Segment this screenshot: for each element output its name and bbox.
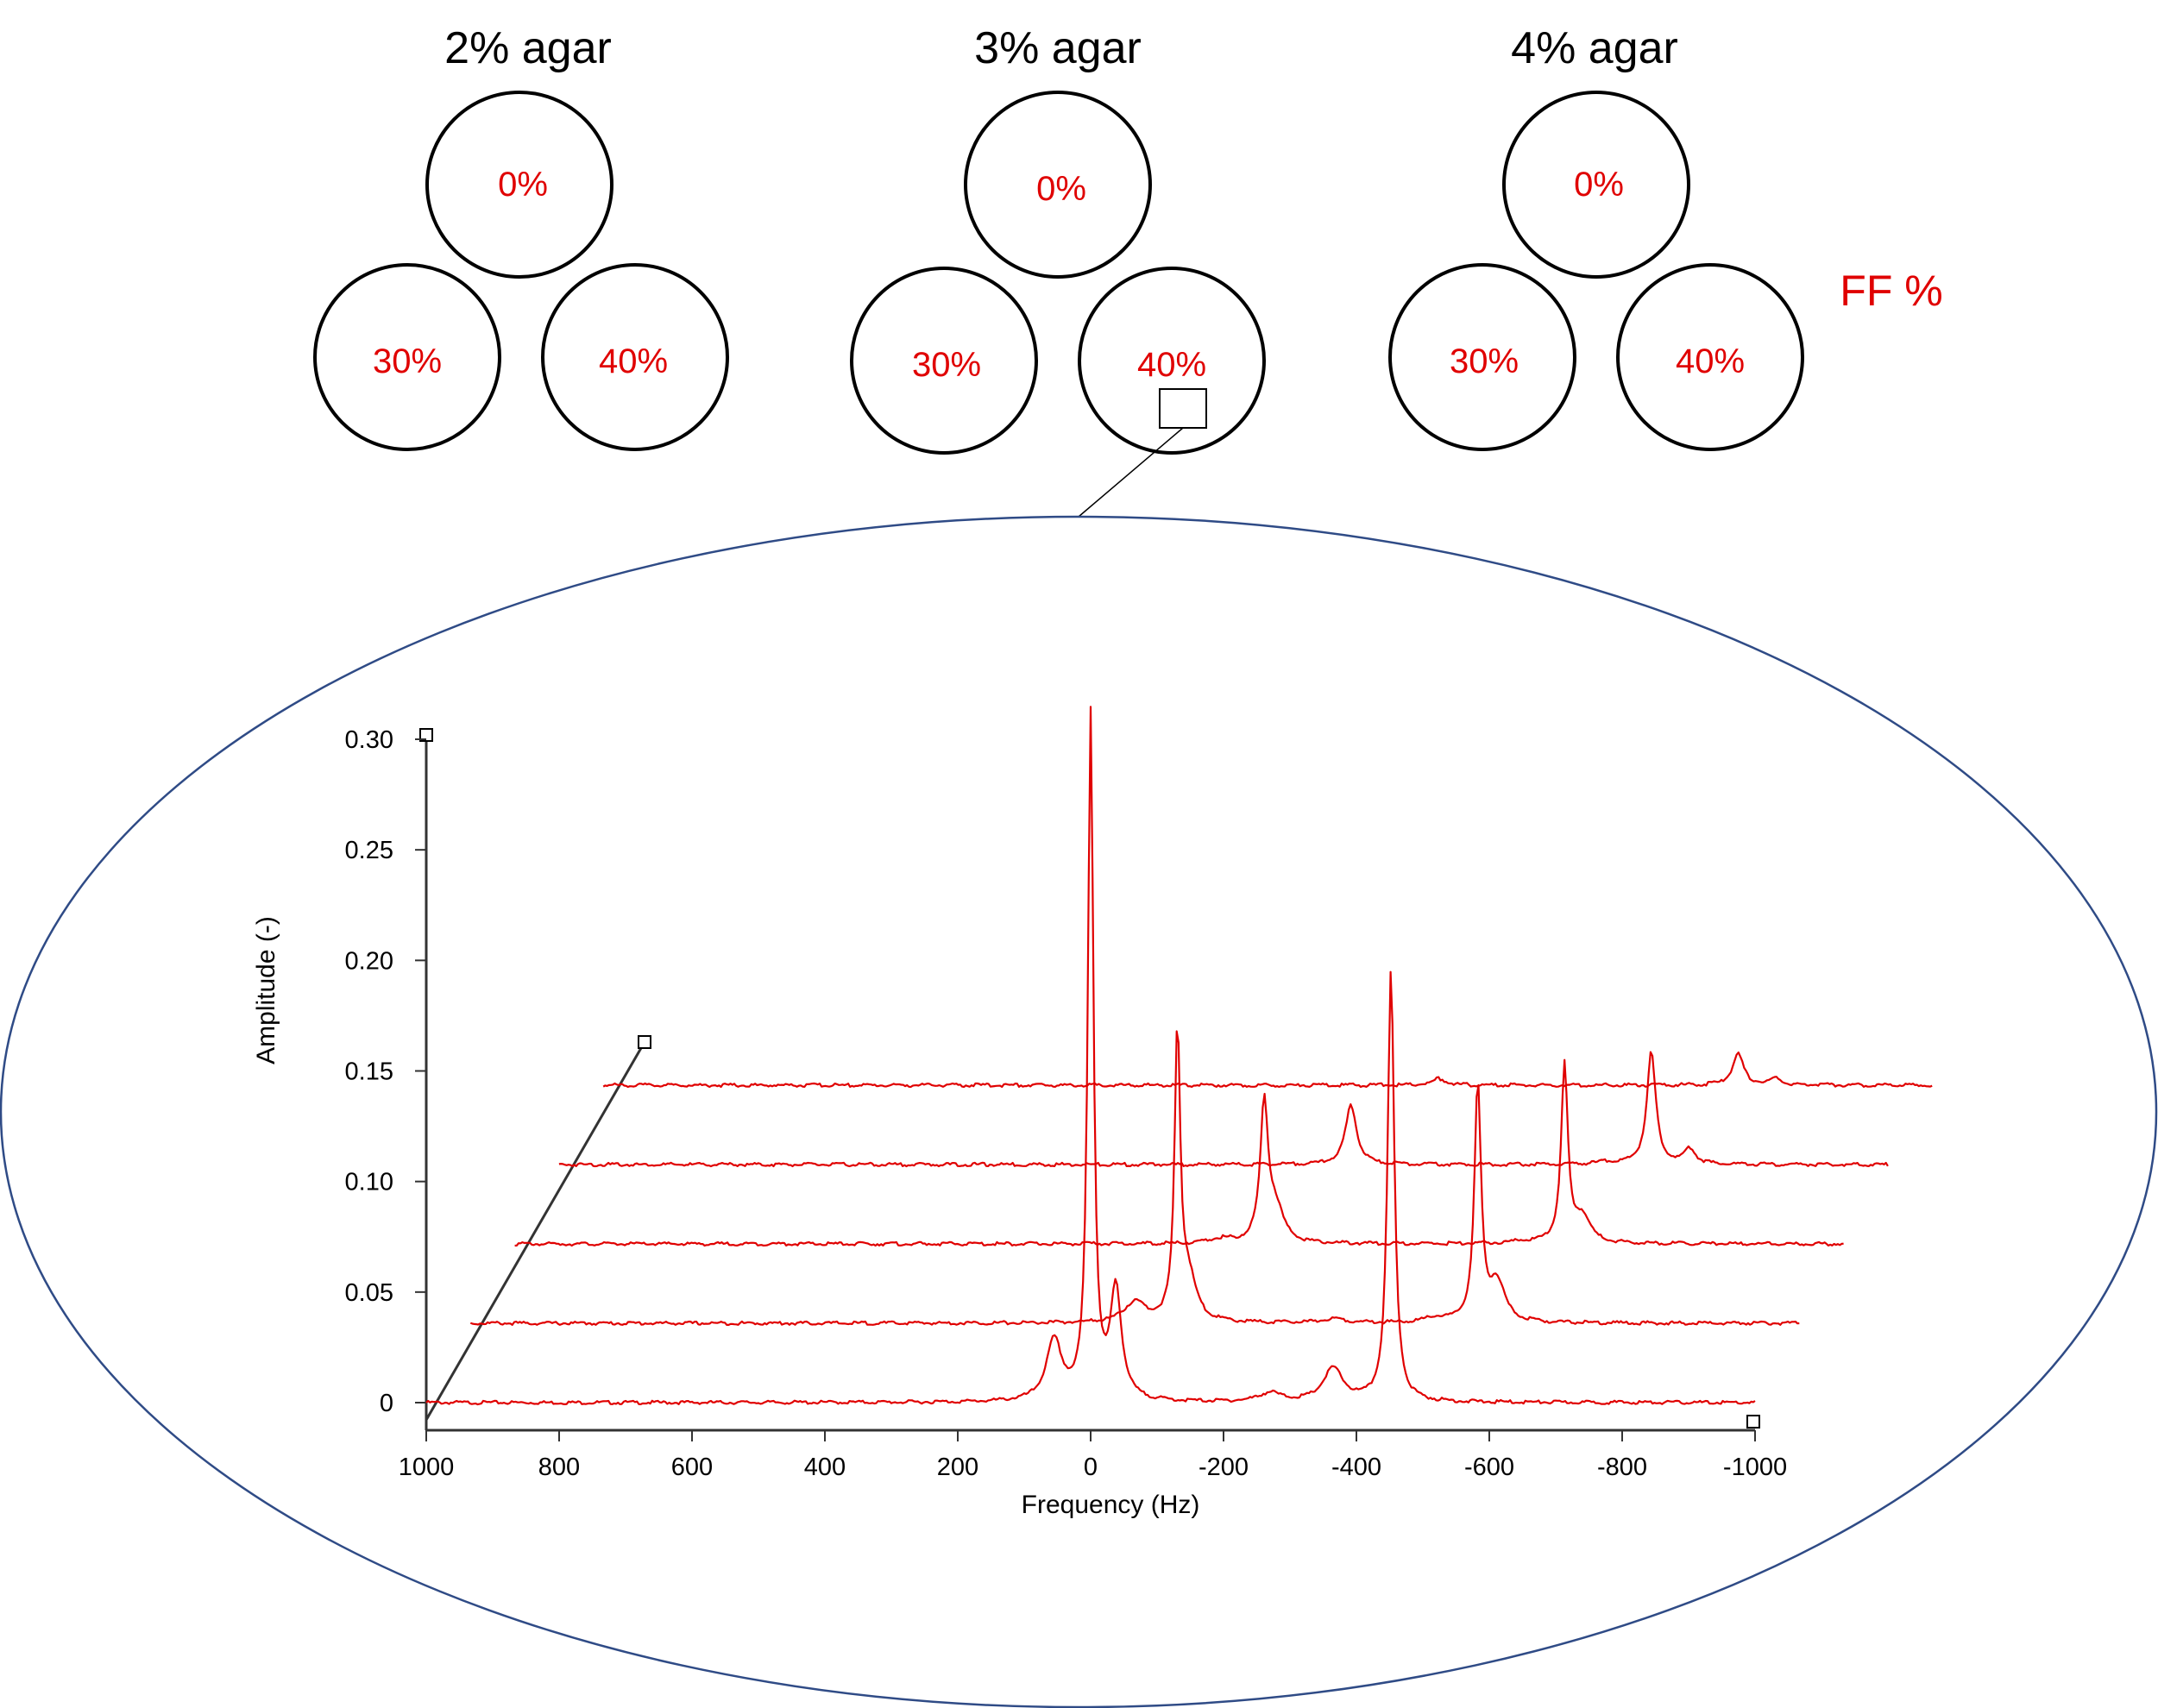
phantom-group-4-agar: 4% agar 0% 30% 40% [1388, 23, 1804, 451]
spectrum-series [425, 706, 1933, 1406]
spectrum-line-5 [602, 1052, 1933, 1089]
vial-ff-label: 0% [1036, 170, 1086, 208]
vial-ff-label: 40% [1676, 342, 1745, 380]
y-tick-label: 0.05 [345, 1279, 393, 1307]
x-tick-label: -200 [1199, 1454, 1249, 1481]
x-tick-label: 0 [1084, 1454, 1098, 1481]
spectrum-waterfall-chart: 0 0.05 0.10 0.15 0.20 0.25 0.30 1000 800 600 400 2… [252, 706, 1933, 1519]
vial-circle [1388, 263, 1576, 451]
phantom-group-2-agar: 2% agar 0% 30% 40% [313, 23, 729, 451]
x-tick-label: -600 [1464, 1454, 1514, 1481]
zoom-region-box [1159, 388, 1207, 429]
axis-handle-marker [638, 1035, 651, 1049]
y-tick-label: 0.25 [345, 837, 393, 864]
vial-circle [964, 91, 1152, 279]
vial-circle [1616, 263, 1804, 451]
spectrum-line-2 [469, 1030, 1800, 1326]
vial-ff-label: 40% [599, 342, 668, 380]
x-tick-label: 800 [538, 1454, 580, 1481]
group-title: 2% agar [444, 23, 612, 73]
x-tick-label: 400 [804, 1454, 846, 1481]
zoom-ellipse [0, 515, 2157, 1708]
y-tick-label: 0.10 [345, 1169, 393, 1196]
y-tick-label: 0.20 [345, 947, 393, 975]
vial-circle [313, 263, 501, 451]
axis-handle-marker [419, 728, 433, 742]
y-axis-ticks: 0 0.05 0.10 0.15 0.20 0.25 0.30 [345, 726, 426, 1417]
group-title: 4% agar [1511, 23, 1678, 73]
vial-ff-label: 30% [912, 346, 981, 384]
vial-circle [1502, 91, 1690, 279]
x-axis-ticks: 1000 800 600 400 200 0 -200 -400 -600 -800 -1000 [399, 1430, 1787, 1481]
y-tick-label: 0 [380, 1390, 393, 1417]
ff-percent-legend: FF % [1840, 267, 1942, 315]
group-title: 3% agar [974, 23, 1142, 73]
phantom-group-3-agar: 3% agar 0% 30% 40% [850, 23, 1266, 455]
y-tick-label: 0.15 [345, 1058, 393, 1086]
spectrum-line-1 [425, 706, 1756, 1406]
x-tick-label: -400 [1331, 1454, 1381, 1481]
vial-ff-label: 30% [373, 342, 442, 380]
x-tick-label: -1000 [1723, 1454, 1787, 1481]
x-tick-label: 600 [671, 1454, 713, 1481]
zoom-connector-line [1078, 427, 1184, 518]
vial-ff-label: 30% [1450, 342, 1519, 380]
vial-ff-label: 40% [1137, 346, 1206, 384]
x-tick-label: -800 [1597, 1454, 1647, 1481]
vial-circle [1078, 267, 1266, 455]
y-axis-label: Amplitude (-) [252, 916, 280, 1064]
spectrum-line-4 [558, 1051, 1889, 1168]
y-tick-label: 0.30 [345, 726, 393, 754]
vial-circle [425, 91, 613, 279]
vial-circle [850, 267, 1038, 455]
vial-circle [541, 263, 729, 451]
depth-axis-line [425, 1041, 646, 1421]
x-tick-label: 1000 [399, 1454, 455, 1481]
x-tick-label: 200 [937, 1454, 978, 1481]
vial-ff-label: 0% [498, 166, 548, 204]
axis-handle-marker [1746, 1415, 1760, 1429]
vial-ff-label: 0% [1574, 166, 1624, 204]
x-axis-label: Frequency (Hz) [1022, 1491, 1200, 1519]
spectrum-line-3 [514, 1058, 1844, 1247]
